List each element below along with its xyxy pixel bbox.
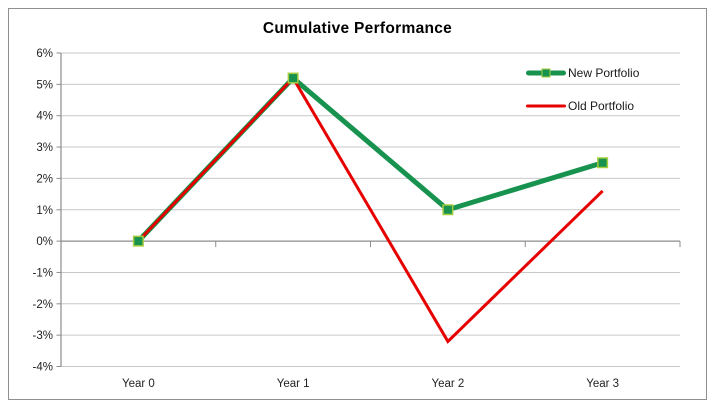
new-portfolio-key-marker [541, 68, 551, 78]
y-axis-label: -4% [33, 362, 53, 374]
x-axis-label-year-1: Year 1 [277, 378, 310, 390]
y-axis-label: 5% [36, 79, 53, 91]
y-axis-label: -2% [33, 299, 53, 311]
y-axis-label: 1% [36, 205, 53, 217]
legend: New Portfolio Old Portfolio [526, 62, 639, 128]
y-axis-label: 4% [36, 111, 53, 123]
y-axis-label: 6% [36, 48, 53, 60]
new-portfolio-legend-key-icon [526, 67, 566, 79]
x-axis-label-year-0: Year 0 [122, 378, 155, 390]
series-line-old-portfolio[interactable] [137, 75, 604, 344]
x-axis-label-year-2: Year 2 [431, 378, 464, 390]
series-marker-new-portfolio[interactable] [132, 235, 144, 247]
legend-label-old-portfolio: Old Portfolio [568, 99, 635, 113]
y-axis-label: 3% [36, 142, 53, 154]
old-portfolio-legend-key-icon [526, 100, 566, 112]
legend-item-old-portfolio[interactable]: Old Portfolio [526, 95, 639, 117]
x-axis-label-year-3: Year 3 [586, 378, 619, 390]
y-axis-label: 0% [36, 236, 53, 248]
legend-item-new-portfolio[interactable]: New Portfolio [526, 62, 639, 84]
chart-title: Cumulative Performance [262, 20, 453, 37]
series-marker-new-portfolio[interactable] [442, 204, 454, 216]
y-axis-label: 2% [36, 173, 53, 185]
y-axis-label: -1% [33, 267, 53, 279]
y-axis-label: -3% [33, 330, 53, 342]
legend-label-new-portfolio: New Portfolio [568, 66, 640, 80]
old-portfolio-key-line [526, 104, 566, 108]
series-marker-new-portfolio[interactable] [597, 157, 609, 169]
series-marker-new-portfolio[interactable] [287, 72, 299, 84]
